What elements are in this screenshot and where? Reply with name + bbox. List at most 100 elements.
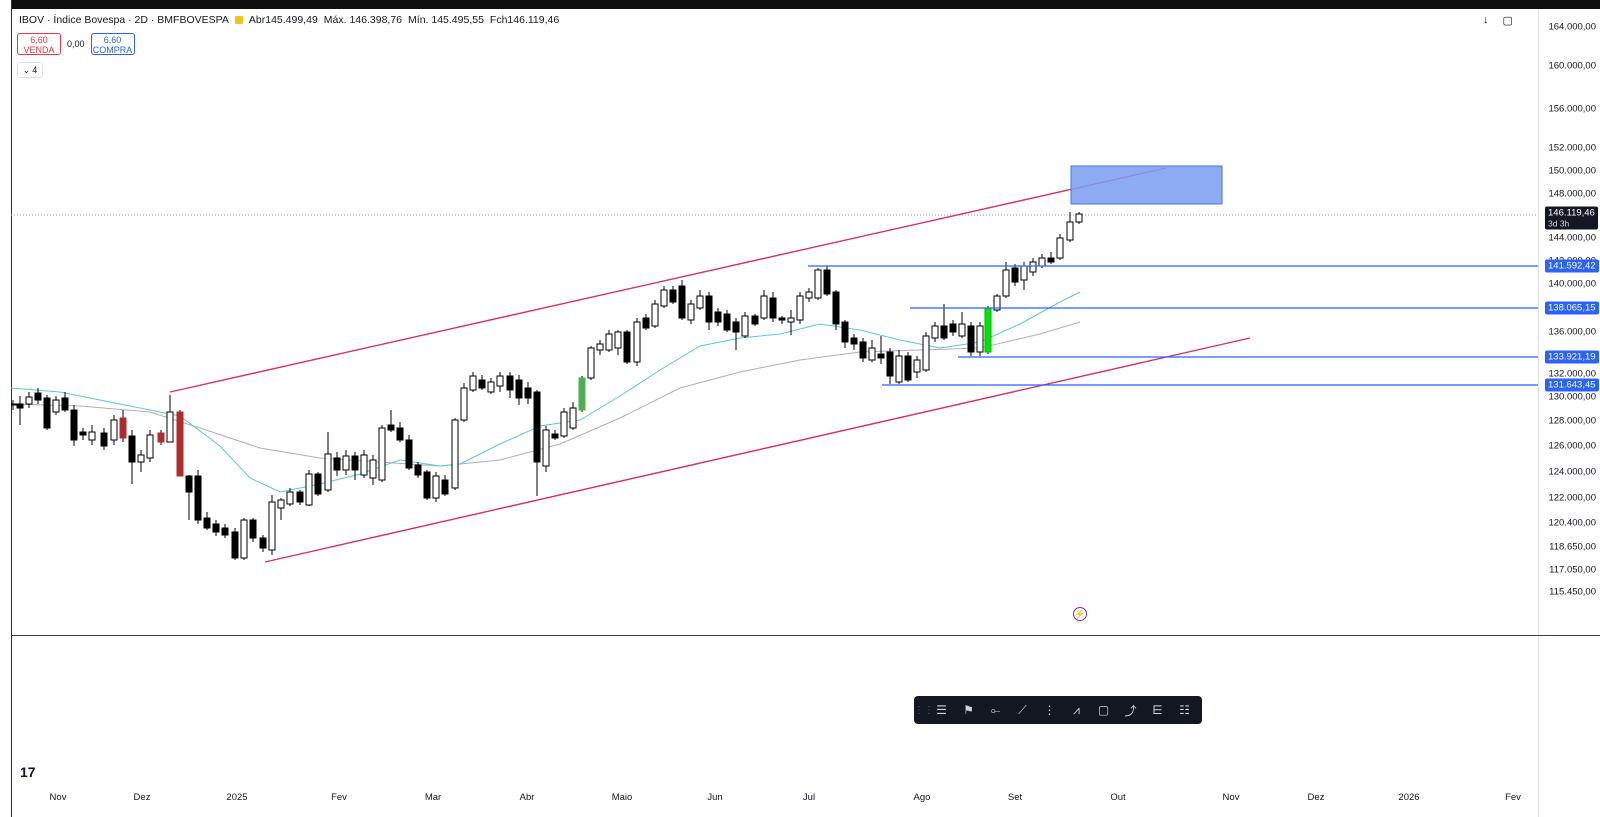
candle-body <box>351 455 359 471</box>
candle-body <box>623 331 631 363</box>
candle-body <box>259 537 267 549</box>
time-axis[interactable]: Nov Dez 2025 Fev Mar Abr Maio Jun Jul Ago Set Out No… <box>11 780 1538 817</box>
trend-line-icon[interactable]: ⟋ <box>1018 702 1027 717</box>
price-tick: 132.000,00 <box>1548 368 1596 380</box>
candle-body <box>79 431 87 436</box>
drag-handle-icon[interactable]: ⋮⋮ <box>914 704 934 716</box>
flag-line-icon[interactable]: ⚑ <box>963 703 974 717</box>
legend-close: Fch146.119,46 <box>489 14 560 26</box>
candle-body <box>967 325 975 353</box>
lightning-icon[interactable]: ⚡ <box>1073 607 1087 621</box>
candle-body <box>515 379 523 399</box>
price-tick: 148.000,00 <box>1548 188 1596 200</box>
candle-body <box>949 323 957 333</box>
candle-body <box>551 433 559 439</box>
candle-body <box>760 295 768 319</box>
candle-body <box>560 411 568 437</box>
download-icon[interactable]: ↓ <box>1483 14 1489 26</box>
candle-body <box>469 375 477 391</box>
candle-body <box>369 459 377 479</box>
price-tick: 152.000,00 <box>1548 142 1596 154</box>
symbol-title[interactable]: IBOV · Índice Bovespa · 2D · BMFBOVESPA <box>19 14 229 26</box>
target-box[interactable] <box>1070 165 1223 205</box>
candle-body <box>441 479 449 495</box>
candle-body <box>396 427 404 441</box>
parallel-channel-icon[interactable]: ⋿ <box>1152 703 1163 717</box>
level-label-3: 133.921,19 <box>1545 350 1599 364</box>
candle-body <box>868 347 876 361</box>
spread-value: 0,00 <box>67 39 85 49</box>
pattern-icon[interactable]: ⩘ <box>1073 702 1080 717</box>
level-label-2: 138.065,15 <box>1545 301 1599 315</box>
candle-body <box>405 439 413 469</box>
multi-line-icon[interactable]: ☰ <box>936 703 947 717</box>
candle-body <box>70 409 78 441</box>
time-tick: Jun <box>707 792 723 803</box>
candle-body <box>877 353 885 359</box>
candle-body <box>651 303 659 327</box>
tradingview-logo[interactable]: 17 <box>20 764 36 780</box>
candle-body <box>940 325 948 339</box>
path-icon[interactable]: ⤴ <box>1124 703 1137 718</box>
price-axis[interactable]: 164.000,00 160.000,00 156.000,00 152.000,00… <box>1539 9 1600 635</box>
candle-body <box>614 331 622 349</box>
sell-button[interactable]: 6,60 VENDA <box>17 33 61 55</box>
price-tick: 117.050,00 <box>1549 564 1596 576</box>
price-tick: 160.000,00 <box>1548 60 1596 72</box>
vertical-line-icon[interactable]: ⋮ <box>1043 703 1056 717</box>
candle-body <box>1056 237 1064 259</box>
candle-body <box>221 527 229 536</box>
channel-lower-line[interactable] <box>264 337 1251 563</box>
indicators-toggle[interactable]: ⌄ 4 <box>17 62 43 78</box>
time-tick: Fev <box>331 792 347 803</box>
chevron-down-icon: ⌄ <box>22 64 31 75</box>
candle-body <box>286 491 294 505</box>
candle-body <box>487 381 495 393</box>
price-tick: 124.000,00 <box>1548 466 1596 478</box>
sell-price: 6,60 <box>30 35 48 45</box>
candle-body <box>305 473 313 506</box>
candle-body <box>587 347 595 379</box>
candle-body <box>43 397 51 429</box>
horizontal-ray-icon[interactable]: ⟜ <box>990 702 1001 717</box>
candle-body <box>958 323 966 337</box>
fullscreen-icon[interactable]: ▢ <box>1502 15 1513 27</box>
candle-body <box>805 291 813 299</box>
candle-body <box>296 491 304 503</box>
trade-buttons: 6,60 VENDA 0,00 6,60 COMPRA <box>17 33 135 55</box>
fib-icon[interactable]: ☷ <box>1179 703 1190 717</box>
candle-body <box>569 407 577 429</box>
candle-body <box>52 399 60 413</box>
ema-fast-line[interactable] <box>11 291 1081 493</box>
candle-body <box>314 473 322 495</box>
price-tick: 156.000,00 <box>1548 103 1596 115</box>
candle-body <box>360 454 368 476</box>
symbol-legend: IBOV · Índice Bovespa · 2D · BMFBOVESPA … <box>19 14 559 26</box>
candle-body <box>478 379 486 389</box>
candle-body <box>832 291 840 325</box>
channel-upper-line[interactable] <box>169 167 1167 393</box>
candle-body <box>678 285 686 319</box>
buy-label: COMPRA <box>92 45 133 55</box>
time-tick: Dez <box>1307 792 1325 803</box>
drawing-toolbar: ⋮⋮ ☰ ⚑ ⟜ ⟋ ⋮ ⩘ ▢ ⤴ ⋿ ☷ <box>914 696 1202 724</box>
buy-button[interactable]: 6,60 COMPRA <box>90 33 135 55</box>
candle-body <box>660 289 668 307</box>
pane-separator[interactable] <box>11 635 1600 636</box>
top-bar <box>11 0 1600 9</box>
candle-body <box>922 335 930 371</box>
buy-price: 6,60 <box>103 35 122 45</box>
candle-body <box>895 355 903 383</box>
candle-body <box>1038 257 1046 267</box>
candle-body <box>787 317 795 323</box>
price-chart[interactable] <box>11 9 1538 635</box>
candle-body <box>324 453 332 491</box>
rectangle-icon[interactable]: ▢ <box>1097 703 1110 717</box>
ema-slow-line[interactable] <box>11 321 1081 467</box>
candle-body <box>157 432 165 443</box>
candle-body <box>1011 267 1019 283</box>
candle-body <box>723 313 731 331</box>
candle-body <box>696 295 704 309</box>
candle-body <box>633 321 641 363</box>
